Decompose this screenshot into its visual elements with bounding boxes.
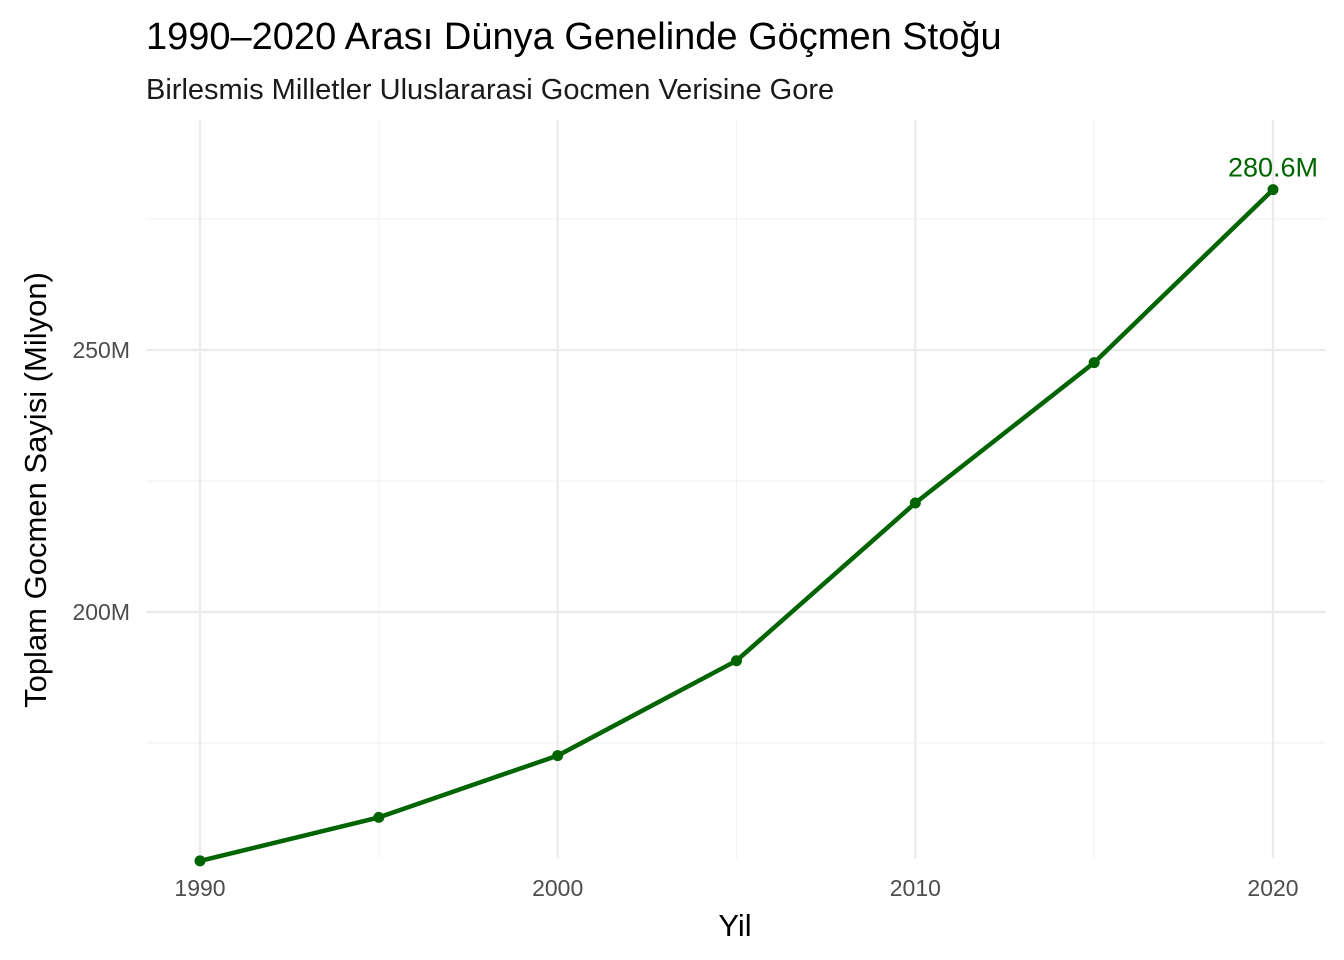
data-point bbox=[731, 655, 742, 667]
grid bbox=[146, 120, 1326, 858]
data-points bbox=[194, 184, 1279, 867]
y-tick-label: 250M bbox=[72, 337, 130, 363]
annotations: 280.6M bbox=[1228, 153, 1318, 183]
data-point bbox=[909, 497, 921, 509]
data-point bbox=[552, 750, 564, 762]
data-point bbox=[194, 855, 206, 867]
chart-subtitle: Birlesmis Milletler Uluslararasi Gocmen … bbox=[146, 74, 834, 106]
data-point bbox=[1088, 357, 1100, 369]
x-axis-ticks: 1990 2000 2010 2020 bbox=[174, 875, 1298, 901]
data-label: 280.6M bbox=[1228, 153, 1318, 183]
data-point bbox=[1267, 184, 1279, 196]
x-tick-label: 2000 bbox=[532, 875, 583, 901]
y-axis-ticks: 200M 250M bbox=[72, 337, 130, 625]
x-tick-label: 2010 bbox=[890, 875, 941, 901]
x-tick-label: 1990 bbox=[174, 875, 225, 901]
chart-title: 1990–2020 Arası Dünya Genelinde Göçmen S… bbox=[146, 16, 1002, 58]
x-axis-title: Yil bbox=[718, 908, 751, 943]
y-axis-title: Toplam Gocmen Sayisi (Milyon) bbox=[18, 272, 53, 708]
y-tick-label: 200M bbox=[72, 599, 130, 625]
x-tick-label: 2020 bbox=[1247, 875, 1298, 901]
data-point bbox=[373, 811, 385, 823]
